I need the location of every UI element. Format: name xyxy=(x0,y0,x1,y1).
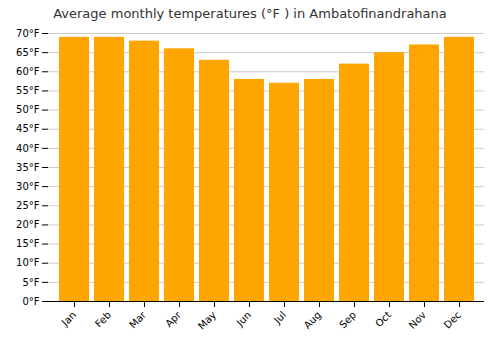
svg-text:May: May xyxy=(196,309,218,331)
svg-text:Jan: Jan xyxy=(59,309,78,328)
svg-text:Aug: Aug xyxy=(302,309,324,331)
svg-text:Feb: Feb xyxy=(93,309,113,329)
svg-text:Oct: Oct xyxy=(373,309,393,329)
svg-text:25°F: 25°F xyxy=(16,200,40,211)
html-text:Average monthly temperatures (: Average monthly temperatures (°F ) in Am… xyxy=(53,6,447,21)
svg-text:Jul: Jul xyxy=(271,309,288,326)
svg-text:Jun: Jun xyxy=(234,309,254,329)
svg-text:Dec: Dec xyxy=(442,309,463,330)
svg-text:35°F: 35°F xyxy=(16,162,40,173)
svg-text:40°F: 40°F xyxy=(16,143,40,154)
svg-text:60°F: 60°F xyxy=(16,66,40,77)
svg-text:15°F: 15°F xyxy=(16,238,40,249)
svg-text:Mar: Mar xyxy=(127,309,149,331)
svg-text:Sep: Sep xyxy=(337,309,358,330)
svg-text:5°F: 5°F xyxy=(22,277,39,288)
svg-text:Apr: Apr xyxy=(163,309,184,330)
svg-text:10°F: 10°F xyxy=(16,257,40,268)
svg-text:0°F: 0°F xyxy=(22,296,39,307)
svg-text:20°F: 20°F xyxy=(16,219,40,230)
svg-text:45°F: 45°F xyxy=(16,123,40,134)
svg-text:Nov: Nov xyxy=(407,309,429,331)
svg-text:65°F: 65°F xyxy=(16,47,40,58)
svg-text:50°F: 50°F xyxy=(16,104,40,115)
svg-text:70°F: 70°F xyxy=(16,28,40,39)
svg-text:30°F: 30°F xyxy=(16,181,40,192)
svg-text:55°F: 55°F xyxy=(16,85,40,96)
